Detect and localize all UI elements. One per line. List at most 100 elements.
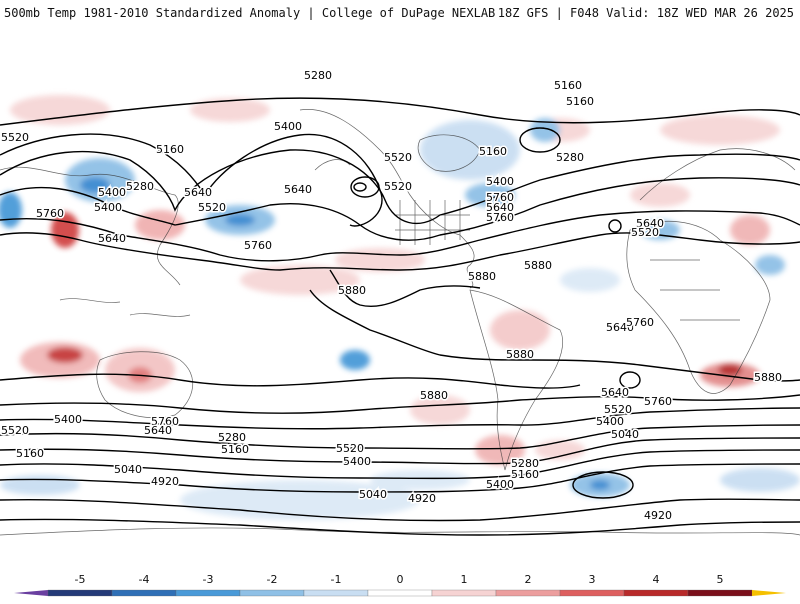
contour-label: 5520: [1, 424, 29, 437]
contour-line: [0, 463, 800, 493]
contour-label: 5880: [338, 284, 366, 297]
contour-label: 5640: [98, 232, 126, 245]
coastline-africa: [626, 220, 771, 394]
model-run-label: 18Z GFS | F048 Valid: 18Z WED MAR 26 202…: [497, 6, 794, 20]
contour-label: 5760: [486, 211, 514, 224]
cold-anomaly-strong: [225, 214, 255, 226]
colorbar-swatches: [14, 589, 786, 597]
colorbar-canvas: -5 -4 -3 -2 -1 0 1 2 3 4 5: [14, 573, 786, 597]
warm-anomaly: [240, 265, 360, 295]
colorbar-swatch: [175, 589, 241, 597]
contour-closed-high: [608, 219, 622, 233]
coastline-indonesia: [59, 298, 191, 317]
colorbar-tick-label: 1: [461, 573, 468, 586]
colorbar-swatch: [495, 589, 561, 597]
contour-line: [0, 518, 800, 536]
contour-label: 5520: [336, 442, 364, 455]
cold-anomaly: [370, 470, 470, 490]
contour-label: 5640: [184, 186, 212, 199]
contour-label: 5880: [506, 348, 534, 361]
colorbar-swatch: [47, 589, 113, 597]
contour-label: 5760: [244, 239, 272, 252]
contour-line: [329, 269, 481, 307]
colorbar-tick-label: 4: [653, 573, 660, 586]
contour-closed-low: [350, 176, 380, 198]
colorbar-swatch: [239, 589, 305, 597]
contour-label: 5760: [486, 191, 514, 204]
colorbar-swatch: [623, 589, 689, 597]
coastline-south-america: [469, 289, 564, 471]
contour-label: 5880: [754, 371, 782, 384]
colorbar-tick-label: 0: [397, 573, 404, 586]
contour-closed-low: [519, 127, 561, 153]
contour-label: 5520: [384, 180, 412, 193]
colorbar-high-cap: [752, 590, 786, 596]
cold-anomaly: [755, 255, 785, 275]
cold-anomaly: [720, 468, 800, 492]
contour-label: 5520: [631, 226, 659, 239]
warm-anomaly: [190, 98, 270, 122]
contour-label: 5520: [384, 151, 412, 164]
contour-label: 5040: [359, 488, 387, 501]
colorbar-swatch: [687, 589, 753, 597]
coastline-antarctica: [0, 527, 800, 536]
contour-label: 5400: [486, 478, 514, 491]
coastline-alaska: [314, 159, 351, 171]
warm-anomaly: [730, 215, 770, 245]
contour-label: 5880: [524, 259, 552, 272]
contour-label: 5520: [604, 403, 632, 416]
coastline-asia: [0, 166, 181, 286]
contour-line: [0, 177, 800, 241]
contour-label: 5160: [479, 145, 507, 158]
contour-label: 5160: [156, 143, 184, 156]
colorbar-tick-label: 3: [589, 573, 596, 586]
contour-label: 5400: [94, 201, 122, 214]
contour-label: 5640: [606, 321, 634, 334]
cold-anomaly: [560, 268, 620, 292]
africa-borders: [650, 259, 740, 321]
contour-label: 5520: [198, 201, 226, 214]
contour-label: 5400: [98, 186, 126, 199]
contour-label: 5880: [420, 389, 448, 402]
warm-anomaly: [335, 248, 425, 272]
warm-anomaly: [410, 395, 470, 425]
contour-line: [0, 394, 800, 414]
contour-label: 5760: [626, 316, 654, 329]
contour-label: 4920: [408, 492, 436, 505]
contour-label: 5160: [566, 95, 594, 108]
contour-closed-high: [619, 371, 641, 389]
contour-label: 5640: [601, 386, 629, 399]
colorbar-tick-label: -4: [139, 573, 150, 586]
contour-label: 5760: [36, 207, 64, 220]
cold-anomaly-strong: [590, 480, 610, 490]
cold-anomaly-strong: [80, 177, 110, 193]
contour-label: 5640: [144, 424, 172, 437]
contour-label: 5280: [126, 180, 154, 193]
coastlines: [0, 109, 800, 536]
contour-line: [0, 449, 800, 480]
contour-label: 5400: [54, 413, 82, 426]
warm-anomaly: [660, 115, 780, 145]
cold-anomaly: [0, 475, 80, 495]
contour-label: 5160: [16, 447, 44, 460]
warm-anomaly: [475, 435, 525, 465]
coastline-north-america: [299, 109, 475, 289]
contour-line: [0, 373, 581, 389]
contour-label: 5160: [221, 443, 249, 456]
warm-anomaly-strong: [47, 347, 83, 363]
anomaly-colorbar: -5 -4 -3 -2 -1 0 1 2 3 4 5: [0, 570, 800, 600]
contour-line: [0, 232, 800, 271]
contour-label: 5640: [636, 217, 664, 230]
contour-label: 4920: [644, 509, 672, 522]
contour-label: 5400: [274, 120, 302, 133]
contour-line: [0, 424, 800, 450]
colorbar-tick-label: -5: [75, 573, 86, 586]
contour-label: 5040: [114, 463, 142, 476]
contour-line: [309, 289, 800, 382]
contour-label: 5280: [218, 431, 246, 444]
cold-anomaly: [465, 183, 515, 207]
contour-line: [0, 97, 800, 126]
contour-label: 5280: [556, 151, 584, 164]
warm-anomaly: [630, 183, 690, 207]
